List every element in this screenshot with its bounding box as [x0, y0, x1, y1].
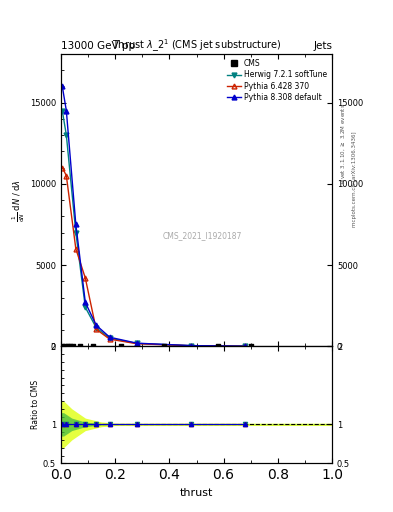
Pythia 6.428 370	[134, 340, 139, 347]
CMS	[59, 342, 65, 350]
Pythia 8.308 default	[83, 300, 88, 306]
Pythia 6.428 370	[94, 326, 99, 332]
Pythia 8.308 default	[94, 322, 99, 328]
CMS	[161, 342, 167, 350]
Line: Pythia 6.428 370: Pythia 6.428 370	[60, 165, 248, 349]
Text: 13000 GeV pp: 13000 GeV pp	[61, 41, 135, 51]
Herwig 7.2.1 softTune	[243, 343, 248, 349]
Pythia 8.308 default	[60, 83, 64, 89]
Line: Herwig 7.2.1 softTune: Herwig 7.2.1 softTune	[60, 108, 248, 349]
Pythia 8.308 default	[189, 343, 193, 349]
Pythia 6.428 370	[243, 343, 248, 349]
CMS	[64, 342, 71, 350]
Line: Pythia 8.308 default: Pythia 8.308 default	[60, 84, 248, 349]
Pythia 8.308 default	[73, 221, 78, 227]
CMS	[215, 342, 221, 350]
Herwig 7.2.1 softTune	[60, 108, 64, 114]
Pythia 6.428 370	[64, 173, 69, 179]
CMS	[62, 342, 68, 350]
Pythia 8.308 default	[243, 343, 248, 349]
Herwig 7.2.1 softTune	[134, 340, 139, 347]
Herwig 7.2.1 softTune	[107, 335, 112, 342]
CMS	[248, 342, 254, 350]
Text: CMS_2021_I1920187: CMS_2021_I1920187	[162, 230, 242, 240]
Legend: CMS, Herwig 7.2.1 softTune, Pythia 6.428 370, Pythia 8.308 default: CMS, Herwig 7.2.1 softTune, Pythia 6.428…	[225, 57, 328, 103]
Pythia 6.428 370	[83, 275, 88, 281]
Pythia 6.428 370	[73, 246, 78, 252]
Pythia 8.308 default	[134, 340, 139, 346]
Herwig 7.2.1 softTune	[189, 343, 193, 349]
Herwig 7.2.1 softTune	[73, 229, 78, 236]
CMS	[77, 342, 83, 350]
Herwig 7.2.1 softTune	[83, 304, 88, 310]
Y-axis label: Ratio to CMS: Ratio to CMS	[31, 380, 40, 430]
Herwig 7.2.1 softTune	[64, 132, 69, 138]
CMS	[118, 342, 124, 350]
Text: Rivet 3.1.10, $\geq$ 3.2M events: Rivet 3.1.10, $\geq$ 3.2M events	[340, 103, 347, 184]
X-axis label: thrust: thrust	[180, 488, 213, 498]
Pythia 6.428 370	[107, 336, 112, 342]
CMS	[70, 342, 76, 350]
Text: Jets: Jets	[313, 41, 332, 51]
Pythia 6.428 370	[60, 164, 64, 170]
Pythia 6.428 370	[189, 343, 193, 349]
Herwig 7.2.1 softTune	[94, 325, 99, 331]
Pythia 8.308 default	[107, 334, 112, 340]
Title: Thrust $\lambda\_2^1$ (CMS jet substructure): Thrust $\lambda\_2^1$ (CMS jet substruct…	[112, 37, 281, 54]
Text: mcplots.cern.ch [arXiv:1306.3436]: mcplots.cern.ch [arXiv:1306.3436]	[352, 132, 357, 227]
Pythia 8.308 default	[64, 108, 69, 114]
Y-axis label: $\frac{1}{\mathrm{d}N}$ $\mathrm{d}N$ / $\mathrm{d}\lambda$: $\frac{1}{\mathrm{d}N}$ $\mathrm{d}N$ / …	[11, 179, 27, 222]
CMS	[90, 342, 97, 350]
CMS	[67, 342, 73, 350]
